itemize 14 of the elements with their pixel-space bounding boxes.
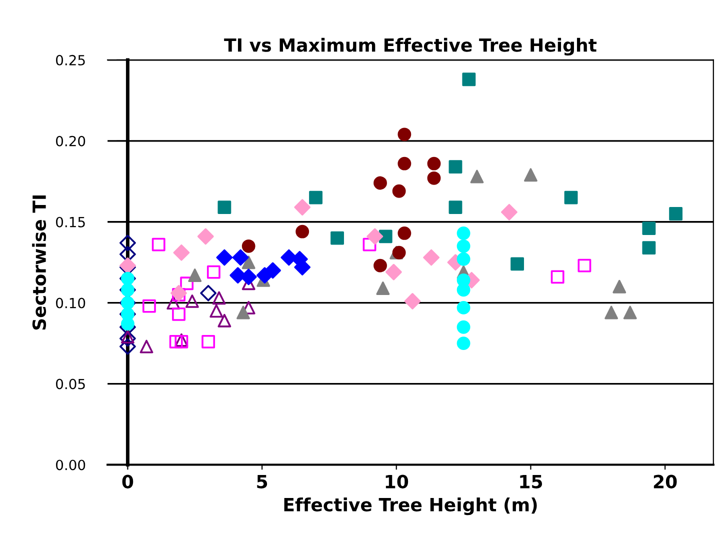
y-tick-label: 0.15: [56, 216, 85, 228]
chart-title: TI vs Maximum Effective Tree Height: [224, 38, 597, 56]
x-tick-label: 20: [654, 474, 677, 488]
x-tick-label: 10: [386, 474, 408, 488]
y-tick-label: 0.00: [56, 460, 86, 470]
y-tick-label: 0.25: [56, 54, 85, 66]
x-tick-label: 0: [122, 474, 134, 488]
x-tick-label: 5: [257, 475, 268, 488]
x-axis-title: Effective Tree Height (m): [284, 498, 537, 516]
y-axis-title: Sectorwise TI: [32, 195, 46, 330]
y-tick-label: 0.05: [56, 378, 85, 390]
x-tick-label: 15: [520, 475, 542, 488]
y-tick-label: 0.20: [56, 136, 86, 146]
y-tick-label: 0.10: [56, 298, 86, 308]
